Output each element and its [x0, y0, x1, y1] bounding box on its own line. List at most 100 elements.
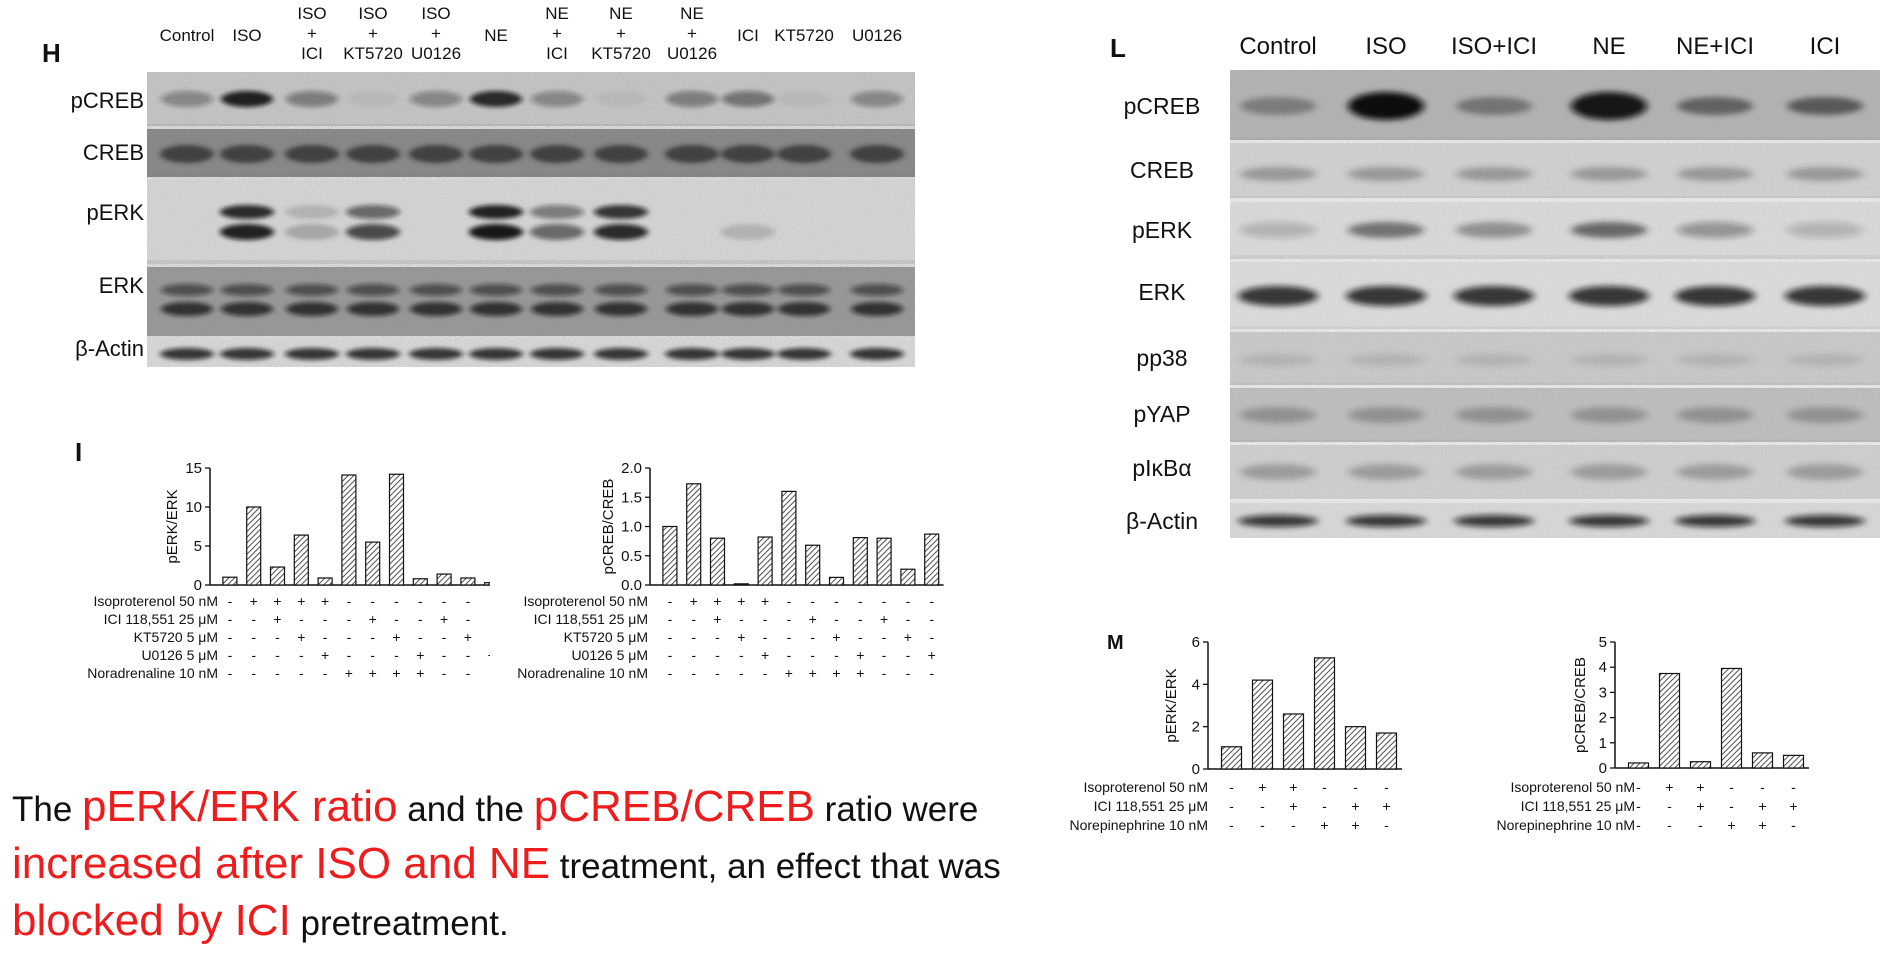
treatment-sign: - [251, 629, 256, 645]
treatment-sign: - [275, 647, 280, 663]
treatment-sign: - [929, 593, 934, 609]
panel-h-row-label: pERK [86, 200, 144, 225]
treatment-sign: + [761, 647, 769, 663]
treatment-label: Isoproterenol 50 nM [523, 593, 648, 609]
treatment-sign: - [394, 647, 399, 663]
y-axis-label: pCREB/CREB [1572, 657, 1589, 753]
treatment-label: Isoproterenol 50 nM [1510, 779, 1635, 795]
treatment-sign: - [858, 629, 863, 645]
treatment-sign: - [929, 611, 934, 627]
treatment-sign: - [1322, 798, 1327, 814]
treatment-sign: - [715, 629, 720, 645]
treatment-sign: - [1729, 779, 1734, 795]
treatment-sign: - [275, 665, 280, 681]
treatment-sign: - [906, 665, 911, 681]
treatment-sign: - [442, 629, 447, 645]
treatment-label: U0126 5 μM [141, 647, 218, 663]
treatment-label: Norepinephrine 10 nM [1069, 817, 1208, 833]
bar [1375, 732, 1398, 770]
bar [412, 578, 428, 586]
treatment-sign: - [1322, 779, 1327, 795]
treatment-sign: - [715, 647, 720, 663]
y-axis-label: pCREB/CREB [600, 479, 617, 575]
treatment-sign: + [273, 593, 281, 609]
y-tick-label: 1 [1599, 735, 1607, 752]
bar [709, 537, 726, 586]
treatment-sign: + [273, 611, 281, 627]
treatment-sign: - [299, 647, 304, 663]
panel-l-row-label: pp38 [1136, 345, 1188, 371]
treatment-label: KT5720 5 μM [134, 629, 218, 645]
treatment-sign: - [323, 665, 328, 681]
treatment-sign: - [1229, 779, 1234, 795]
treatment-sign: - [251, 611, 256, 627]
treatment-sign: - [668, 593, 673, 609]
treatment-sign: + [1351, 798, 1359, 814]
bar [388, 473, 405, 586]
y-tick-label: 0.0 [621, 577, 642, 594]
treatment-sign: - [228, 665, 233, 681]
treatment-sign: - [394, 593, 399, 609]
panel-h-row-label: pCREB [70, 88, 144, 113]
bar [757, 536, 773, 586]
panel-h-western-blot [147, 72, 915, 367]
treatment-sign: - [882, 665, 887, 681]
bar [1627, 762, 1650, 769]
bar [484, 582, 490, 586]
bar [246, 506, 262, 586]
panel-h-lane-label: Control [159, 26, 215, 45]
treatment-sign: + [761, 593, 769, 609]
bar [293, 534, 309, 586]
y-tick-label: 4 [1599, 659, 1607, 676]
treatment-sign: - [275, 629, 280, 645]
bar [1344, 726, 1367, 770]
panel-l-lane-label: Control [1239, 33, 1317, 60]
treatment-sign: - [691, 629, 696, 645]
treatment-sign: - [1353, 779, 1358, 795]
treatment-sign: - [466, 593, 471, 609]
treatment-sign: + [832, 665, 840, 681]
panel-l-row-label: CREB [1130, 157, 1194, 183]
treatment-sign: + [392, 629, 400, 645]
panel-l-row-label: pERK [1131, 217, 1193, 243]
treatment-sign: - [323, 629, 328, 645]
treatment-sign: - [228, 647, 233, 663]
panel-h-lane-label: KT5720 [774, 26, 834, 45]
panel-l-row-label: pYAP [1133, 401, 1191, 427]
treatment-sign: - [929, 629, 934, 645]
bar [1251, 679, 1274, 770]
panel-m-perk-erk-chart: 0 2 4 6 pERK/ERK Isoproterenol 50 nM - + + - - - ICI… [1069, 634, 1402, 833]
treatment-sign: - [691, 611, 696, 627]
caption-text-3: ratio were [814, 790, 979, 829]
treatment-sign: + [856, 647, 864, 663]
bar [222, 576, 238, 586]
y-tick-label: 1.5 [621, 489, 642, 506]
y-axis-label: pERK/ERK [1163, 668, 1180, 742]
caption-text-1: The [12, 790, 83, 829]
treatment-sign: - [299, 665, 304, 681]
treatment-sign: - [858, 593, 863, 609]
treatment-sign: - [442, 593, 447, 609]
treatment-sign: + [737, 629, 745, 645]
treatment-sign: - [787, 611, 792, 627]
treatment-label: Noradrenaline 10 nM [87, 665, 218, 681]
treatment-sign: - [810, 629, 815, 645]
bar [781, 490, 797, 586]
panel-h-lane-label: U0126 [851, 26, 903, 45]
treatment-sign: - [882, 647, 887, 663]
treatment-sign: - [739, 647, 744, 663]
treatment-sign: - [466, 665, 471, 681]
treatment-sign: + [856, 665, 864, 681]
bar [686, 483, 702, 586]
treatment-sign: + [1758, 798, 1766, 814]
y-tick-label: 0 [194, 577, 202, 594]
bar [341, 474, 357, 586]
treatment-sign: + [345, 665, 353, 681]
panel-h-lane-label: ICI [737, 26, 759, 45]
treatment-sign: - [370, 647, 375, 663]
treatment-sign: + [416, 647, 424, 663]
treatment-sign: + [321, 647, 329, 663]
panel-l-lane-label: ISO+ICI [1450, 33, 1538, 60]
treatment-sign: - [906, 647, 911, 663]
treatment-sign: - [834, 593, 839, 609]
